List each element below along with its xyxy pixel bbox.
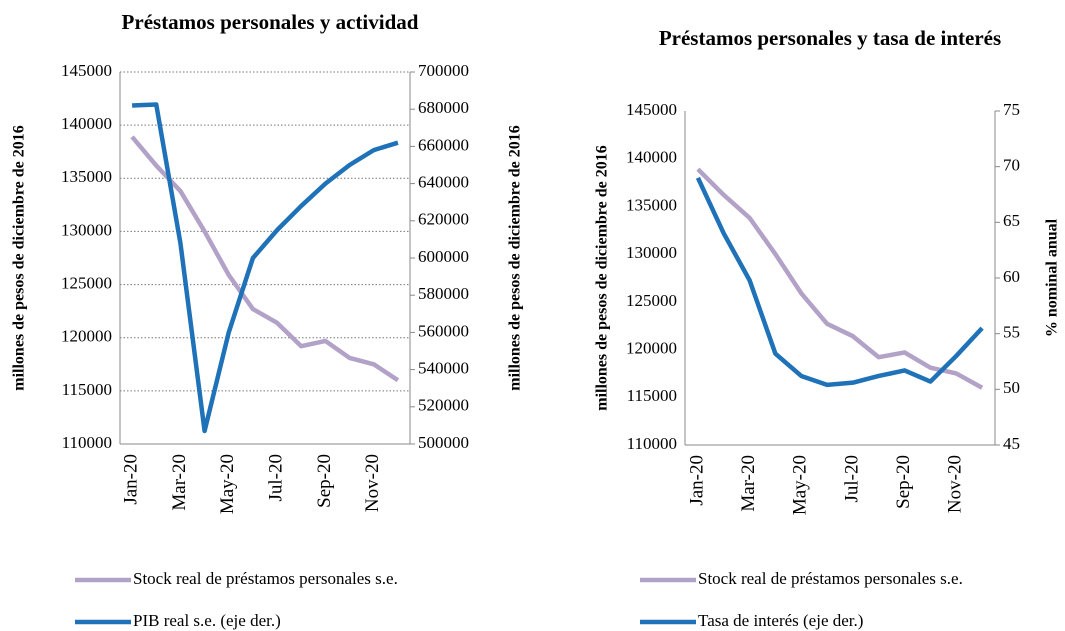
y2-tick-label: 520000: [418, 396, 469, 415]
y-tick-label: 115000: [62, 380, 112, 399]
series-line: [131, 102, 399, 434]
legend-label: Stock real de préstamos personales s.e.: [698, 569, 963, 588]
y2-tick-label: 75: [1003, 100, 1020, 119]
y2-axis-label: % nominal anual: [1044, 218, 1061, 337]
y2-tick-label: 500000: [418, 433, 469, 452]
y-axis-label: millones de pesos de diciembre de 2016: [11, 125, 28, 390]
x-tick-label: Jul-20: [265, 454, 286, 502]
y2-tick-label: 65: [1003, 211, 1020, 230]
legend-label: Tasa de interés (eje der.): [698, 611, 863, 630]
legend-label: PIB real s.e. (eje der.): [133, 611, 281, 630]
y-axis-label: millones de pesos de diciembre de 2016: [594, 145, 611, 410]
y-tick-label: 130000: [61, 220, 112, 239]
x-tick-label: Mar-20: [169, 454, 190, 511]
y2-tick-label: 560000: [418, 321, 469, 340]
x-tick-label: May-20: [217, 454, 238, 514]
y-tick-label: 140000: [61, 114, 112, 133]
y-tick-label: 135000: [626, 195, 677, 214]
y-tick-label: 125000: [626, 291, 677, 310]
y2-tick-label: 620000: [418, 210, 469, 229]
y-tick-label: 110000: [62, 433, 112, 452]
x-tick-label: Nov-20: [362, 454, 383, 512]
series-line: [696, 167, 984, 390]
y2-tick-label: 680000: [418, 98, 469, 117]
x-tick-label: Nov-20: [945, 455, 966, 513]
x-tick-label: Jul-20: [841, 455, 862, 503]
chart-title: Préstamos personales y tasa de interés: [658, 26, 1002, 50]
series-line: [695, 176, 984, 388]
x-tick-label: Jan-20: [686, 455, 707, 506]
y2-tick-label: 540000: [418, 359, 469, 378]
y-tick-label: 130000: [626, 243, 677, 262]
x-tick-label: May-20: [790, 455, 811, 515]
x-tick-label: Sep-20: [893, 455, 914, 509]
x-tick-label: Jan-20: [120, 454, 141, 505]
y-tick-label: 140000: [626, 148, 677, 167]
x-tick-label: Sep-20: [314, 454, 335, 508]
y2-tick-label: 50: [1003, 378, 1020, 397]
y2-tick-label: 700000: [418, 61, 469, 80]
y-tick-label: 145000: [61, 61, 112, 80]
y-tick-label: 125000: [61, 273, 112, 292]
y2-tick-label: 55: [1003, 323, 1020, 342]
x-tick-label: Mar-20: [738, 455, 759, 512]
y2-tick-label: 660000: [418, 135, 469, 154]
y2-tick-label: 70: [1003, 156, 1020, 175]
y2-axis-label: millones de pesos de diciembre de 2016: [507, 125, 524, 390]
y-tick-label: 120000: [626, 338, 677, 357]
y2-tick-label: 580000: [418, 284, 469, 303]
y-tick-label: 145000: [626, 100, 677, 119]
series-line: [130, 135, 400, 383]
y2-tick-label: 45: [1003, 434, 1020, 453]
y2-tick-label: 60: [1003, 267, 1020, 286]
y-tick-label: 120000: [61, 327, 112, 346]
y-tick-label: 110000: [627, 434, 677, 453]
y2-tick-label: 640000: [418, 173, 469, 192]
chart-title: Préstamos personales y actividad: [121, 10, 419, 34]
y-tick-label: 115000: [627, 386, 677, 405]
y2-tick-label: 600000: [418, 247, 469, 266]
legend-label: Stock real de préstamos personales s.e.: [133, 569, 398, 588]
y-tick-label: 135000: [61, 167, 112, 186]
